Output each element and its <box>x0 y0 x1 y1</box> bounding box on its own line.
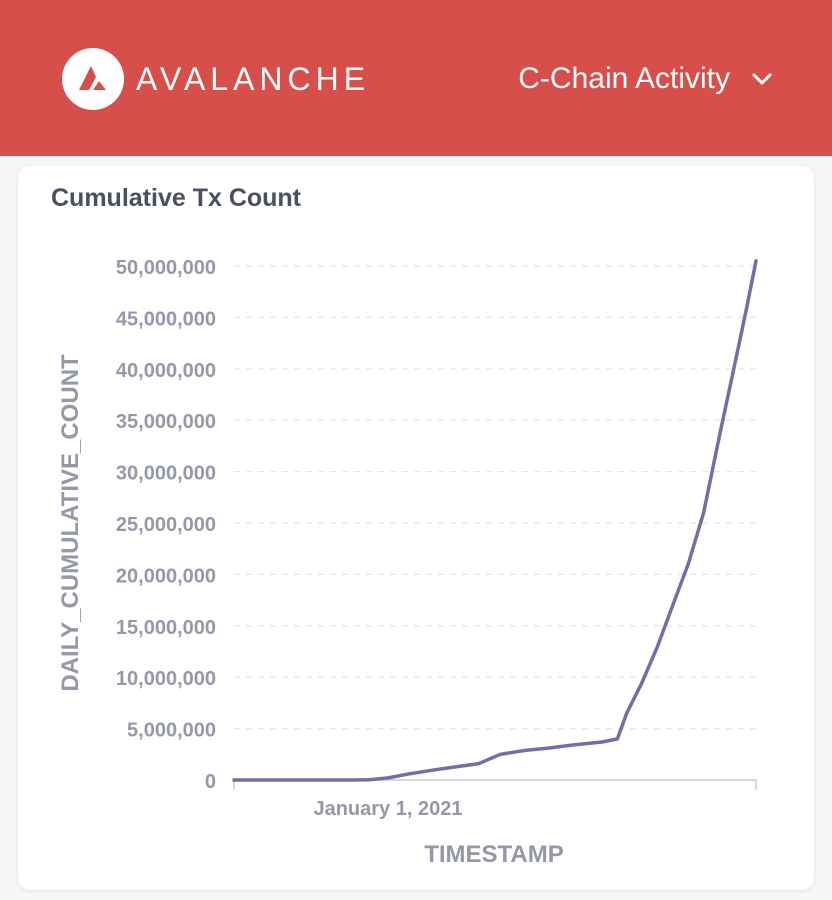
y-tick-label: 40,000,000 <box>116 360 216 382</box>
y-tick-label: 20,000,000 <box>116 565 216 587</box>
x-tick-label: January 1, 2021 <box>313 798 462 820</box>
series-line <box>232 259 758 782</box>
app-header: AVALANCHE C-Chain Activity <box>0 0 832 156</box>
y-tick-label: 30,000,000 <box>116 463 216 485</box>
brand-name: AVALANCHE <box>136 61 371 97</box>
y-tick-label: 35,000,000 <box>116 411 216 433</box>
y-tick-label: 45,000,000 <box>116 308 216 330</box>
cumulative-tx-chart: 0 5,000,000 10,000,000 15,000,000 20,000,000… <box>57 257 758 868</box>
chart-card: Cumulative Tx Count 0 5,000,000 10,000,000… <box>18 166 814 890</box>
chevron-down-icon <box>752 73 772 85</box>
card-title: Cumulative Tx Count <box>51 184 302 212</box>
avalanche-logo[interactable] <box>62 48 124 110</box>
avalanche-triangle-icon <box>79 66 106 90</box>
x-axis-label: TIMESTAMP <box>424 841 564 868</box>
y-tick-label: 5,000,000 <box>127 720 216 742</box>
y-tick-label: 0 <box>205 771 216 793</box>
chain-activity-dropdown[interactable]: C-Chain Activity <box>518 56 772 102</box>
y-tick-label: 10,000,000 <box>116 668 216 690</box>
y-tick-label: 50,000,000 <box>116 257 216 279</box>
dropdown-label: C-Chain Activity <box>518 62 730 95</box>
y-axis-label: DAILY_CUMULATIVE_COUNT <box>57 354 84 692</box>
y-tick-label: 15,000,000 <box>116 617 216 639</box>
y-tick-label: 25,000,000 <box>116 514 216 536</box>
